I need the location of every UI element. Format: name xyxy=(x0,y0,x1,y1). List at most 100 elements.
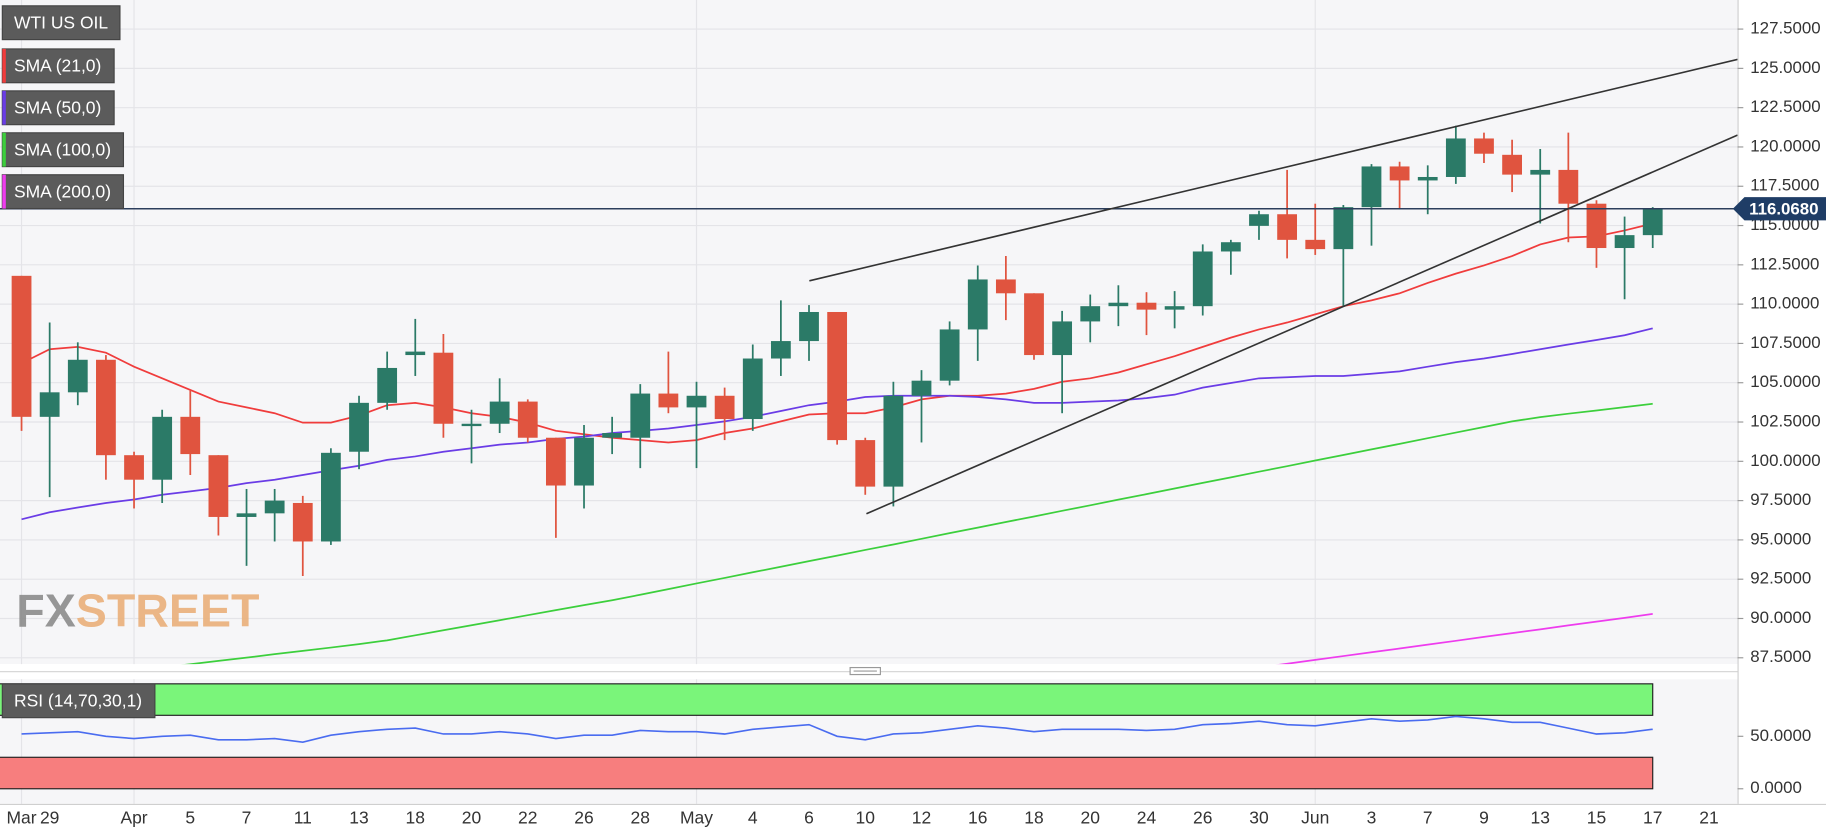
candle-body xyxy=(1502,154,1522,175)
candle-body xyxy=(124,455,144,480)
x-tick-label: 20 xyxy=(1081,808,1101,828)
candle-body xyxy=(208,455,229,517)
candle-body xyxy=(1614,235,1635,249)
candle-body xyxy=(1080,306,1101,322)
x-tick-label: 18 xyxy=(1024,808,1043,828)
legend-swatch xyxy=(2,132,6,167)
candle-body xyxy=(1024,293,1044,356)
y-tick-label: 92.5000 xyxy=(1750,569,1811,588)
x-tick-label: 11 xyxy=(294,808,312,828)
x-tick-label: 26 xyxy=(1193,808,1212,828)
y-tick-label: 0.0000 xyxy=(1750,778,1802,797)
indicator-line xyxy=(184,402,1653,665)
plot-background xyxy=(0,0,1737,664)
legend-chip xyxy=(1,48,115,84)
candle-body xyxy=(1108,302,1129,307)
legend-label: RSI (14,70,30,1) xyxy=(14,691,142,711)
legend-chip xyxy=(1,683,156,719)
x-tick-label: 10 xyxy=(856,808,876,828)
y-tick-label: 122.5000 xyxy=(1750,97,1820,116)
legend-chip xyxy=(1,90,115,126)
x-tick-label: 22 xyxy=(518,808,537,828)
x-tick-label: 20 xyxy=(462,808,482,828)
legend-item[interactable]: SMA (100,0) xyxy=(1,132,125,168)
candle-body xyxy=(855,440,876,487)
candle-body xyxy=(67,359,88,393)
candle-body xyxy=(405,351,426,356)
candle-body xyxy=(96,359,116,456)
candle-body xyxy=(1136,302,1157,310)
candle-body xyxy=(1417,176,1438,181)
y-tick-label: 120.0000 xyxy=(1750,136,1820,155)
watermark: FXSTREET xyxy=(16,584,259,636)
candle-body xyxy=(658,393,679,408)
candle-body xyxy=(1558,169,1579,204)
y-tick-label: 127.5000 xyxy=(1750,19,1820,38)
main-pane xyxy=(0,125,1738,665)
candle-body xyxy=(1389,166,1410,181)
candle-body xyxy=(545,437,566,486)
last-price-tag xyxy=(1732,197,1826,221)
legend-item[interactable]: RSI (14,70,30,1) xyxy=(1,683,156,719)
y-tick-label: 105.0000 xyxy=(1750,372,1820,391)
x-tick-label: 7 xyxy=(1423,808,1433,828)
legend-item[interactable]: SMA (200,0) xyxy=(1,174,125,210)
x-tick-label: 5 xyxy=(185,808,195,828)
candle-body xyxy=(264,500,285,514)
legend-swatch xyxy=(2,48,6,83)
candle-body xyxy=(517,401,538,438)
y-tick-label: 102.5000 xyxy=(1750,411,1820,430)
legend-item[interactable]: SMA (21,0) xyxy=(1,48,115,84)
y-tick-label: 87.5000 xyxy=(1750,647,1811,666)
candle-body xyxy=(1277,214,1298,240)
legend-item[interactable]: WTI US OIL xyxy=(1,5,121,41)
x-tick-label: 30 xyxy=(1249,808,1269,828)
candle-body xyxy=(630,393,651,438)
candle-body xyxy=(1530,169,1551,175)
candle-body xyxy=(911,380,932,396)
x-tick-label: 17 xyxy=(1643,808,1662,828)
indicator-line xyxy=(1278,613,1653,665)
x-tick-label: Jun xyxy=(1301,808,1329,828)
x-tick-label: 9 xyxy=(1479,808,1489,828)
candle-body xyxy=(236,513,257,517)
candle-body xyxy=(883,395,904,487)
y-tick-label: 112.5000 xyxy=(1750,254,1819,273)
candle-body xyxy=(827,311,848,441)
legend-label: WTI US OIL xyxy=(14,12,108,32)
legend-chip xyxy=(1,5,121,41)
candle-body xyxy=(39,392,60,417)
rsi-band xyxy=(0,683,1654,716)
x-tick-label: 3 xyxy=(1367,808,1377,828)
last-price-label: 116.0680 xyxy=(1749,199,1818,218)
candle-body xyxy=(742,358,763,420)
trend-line xyxy=(809,58,1738,282)
trend-line xyxy=(866,134,1738,515)
candle-body xyxy=(1305,239,1326,250)
legend-label: SMA (200,0) xyxy=(14,181,111,201)
y-tick-label: 117.5000 xyxy=(1750,176,1819,195)
candle-body xyxy=(967,279,988,330)
x-tick-label: 26 xyxy=(574,808,593,828)
candle-body xyxy=(433,352,454,424)
x-tick-label: 13 xyxy=(349,808,368,828)
candle-body xyxy=(1474,138,1494,154)
y-tick-label: 95.0000 xyxy=(1750,529,1811,548)
axis-layer: 87.5000 90.0000 92.5000 95.0000 97.5000 10 0.0… xyxy=(7,19,1826,828)
candle-body xyxy=(1220,242,1241,252)
candle-body xyxy=(292,502,313,542)
legend-item[interactable]: SMA (50,0) xyxy=(1,90,115,126)
x-tick-label: 18 xyxy=(406,808,425,828)
y-tick-label: 97.5000 xyxy=(1750,490,1811,509)
rsi-band xyxy=(0,756,1654,790)
legend-swatch xyxy=(2,174,6,209)
candle-body xyxy=(602,433,623,438)
y-tick-label: 90.0000 xyxy=(1750,608,1811,627)
candle-body xyxy=(995,279,1016,294)
candle-body xyxy=(770,341,791,359)
candle-body xyxy=(11,275,32,417)
candle-body xyxy=(377,367,398,403)
legend-chip xyxy=(1,132,125,168)
